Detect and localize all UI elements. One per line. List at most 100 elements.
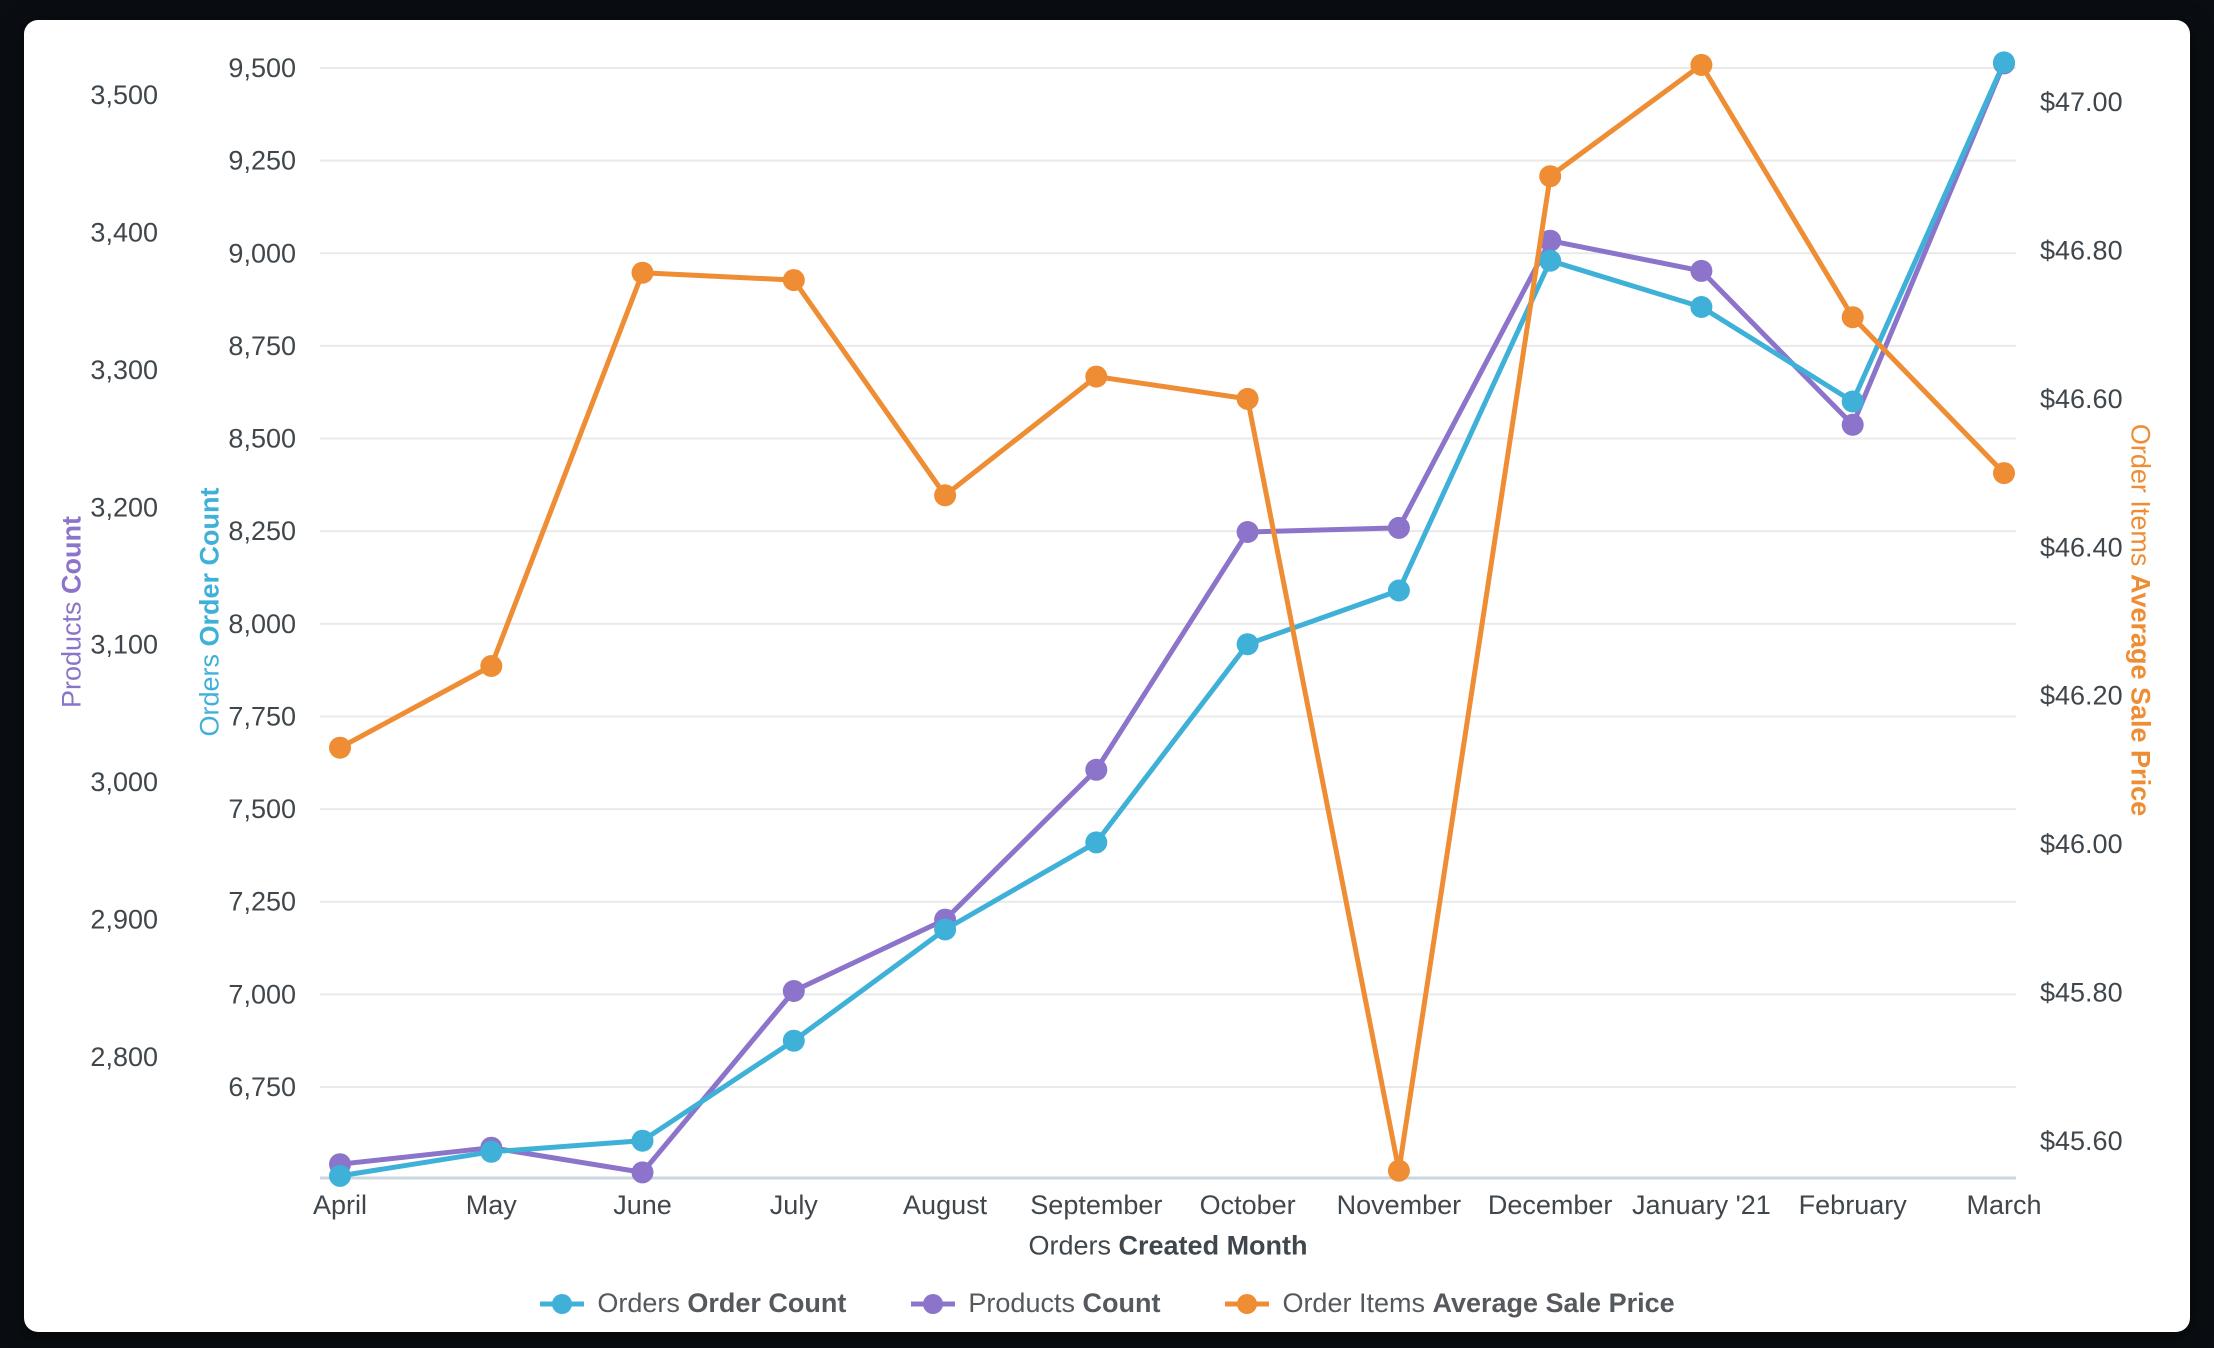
data-point-orders-order-count[interactable] [480, 1140, 503, 1163]
data-point-order-items-average-sale-price[interactable] [1085, 365, 1108, 388]
price-tick-label: $45.60 [2040, 1126, 2123, 1156]
data-point-orders-order-count[interactable] [1387, 579, 1410, 602]
data-point-order-items-average-sale-price[interactable] [1539, 165, 1562, 188]
products-tick-label: 3,200 [90, 492, 158, 522]
data-point-order-items-average-sale-price[interactable] [1387, 1159, 1410, 1182]
legend-marker-icon [911, 1293, 956, 1314]
data-point-orders-order-count[interactable] [1236, 633, 1259, 656]
products-tick-labels: 2,800 2,900 3,000 3,100 3,200 3,300 3,400 3,500 [90, 80, 158, 1072]
x-tick-label: August [903, 1190, 988, 1220]
legend-item-orders-order-count[interactable]: Orders Order Count [539, 1288, 846, 1319]
data-point-products-count[interactable] [1690, 259, 1713, 282]
axis-title-text: Products [56, 601, 87, 709]
data-point-orders-order-count[interactable] [1539, 249, 1562, 272]
x-tick-label: February [1799, 1190, 1908, 1220]
data-point-order-items-average-sale-price[interactable] [631, 261, 654, 284]
axis-title-text: Orders [194, 653, 225, 737]
legend-label: Products Count [968, 1288, 1161, 1318]
legend-marker-icon [1225, 1293, 1270, 1314]
products-axis-title: Products Count [57, 516, 88, 708]
legend-marker-icon [540, 1293, 585, 1314]
data-point-order-items-average-sale-price[interactable] [1690, 53, 1713, 76]
x-tick-label: December [1488, 1190, 1613, 1220]
price-tick-label: $46.20 [2040, 681, 2123, 711]
data-point-order-items-average-sale-price[interactable] [1841, 306, 1864, 329]
x-tick-label: November [1337, 1190, 1462, 1220]
data-point-orders-order-count[interactable] [631, 1129, 654, 1152]
series-line-order-items-average-sale-price [337, 62, 2007, 1174]
price-axis-title: Order Items Average Sale Price [2125, 424, 2156, 816]
orders-tick-label: 8,000 [228, 609, 296, 639]
axis-title-text: Order Items [2125, 423, 2156, 567]
data-point-order-items-average-sale-price[interactable] [782, 269, 805, 292]
data-point-orders-order-count[interactable] [329, 1164, 351, 1187]
x-tick-labels: April May June July August September October No… [313, 1190, 2041, 1220]
orders-tick-label: 6,750 [228, 1072, 296, 1102]
legend-label: Orders Order Count [597, 1288, 847, 1318]
data-point-orders-order-count[interactable] [1841, 390, 1864, 413]
orders-tick-label: 8,500 [228, 424, 296, 454]
x-tick-label: March [1966, 1190, 2041, 1220]
legend-label: Order Items Average Sale Price [1282, 1288, 1675, 1318]
orders-tick-label: 8,250 [228, 516, 296, 546]
data-point-order-items-average-sale-price[interactable] [1993, 462, 2015, 485]
data-point-orders-order-count[interactable] [1690, 296, 1713, 318]
chart-card [24, 20, 2190, 1332]
data-point-orders-order-count[interactable] [1993, 51, 2015, 74]
data-point-products-count[interactable] [631, 1161, 654, 1184]
orders-tick-label: 7,000 [228, 979, 296, 1009]
orders-tick-label: 7,500 [228, 794, 296, 824]
legend-item-order-items-average-sale-price[interactable]: Order Items Average Sale Price [1224, 1288, 1675, 1319]
series-products-count [329, 52, 2015, 1184]
data-point-orders-order-count[interactable] [1085, 831, 1108, 854]
data-point-products-count[interactable] [1387, 516, 1410, 539]
data-point-products-count[interactable] [1236, 521, 1259, 543]
price-tick-labels: $45.60 $45.80 $46.00 $46.20 $46.40 $46.60 $46.… [2040, 87, 2123, 1156]
orders-tick-label: 9,250 [228, 146, 296, 176]
orders-axis-title: Orders Order Count [195, 487, 226, 736]
x-tick-label: October [1200, 1190, 1296, 1220]
orders-tick-label: 9,000 [228, 238, 296, 268]
data-point-order-items-average-sale-price[interactable] [329, 736, 351, 759]
price-tick-label: $46.60 [2040, 384, 2123, 414]
axis-title-text-bold: Order Count [194, 487, 225, 647]
products-tick-label: 3,000 [90, 767, 158, 797]
x-tick-label: January '21 [1632, 1190, 1771, 1220]
data-point-order-items-average-sale-price[interactable] [934, 484, 957, 507]
x-tick-label: July [770, 1190, 819, 1220]
data-point-products-count[interactable] [1539, 229, 1562, 252]
data-point-order-items-average-sale-price[interactable] [1236, 387, 1259, 410]
x-tick-label: June [613, 1190, 672, 1220]
orders-tick-label: 8,750 [228, 331, 296, 361]
data-point-products-count[interactable] [1085, 758, 1108, 781]
orders-tick-label: 7,750 [228, 701, 296, 731]
products-tick-label: 3,100 [90, 630, 158, 660]
price-tick-label: $47.00 [2040, 87, 2123, 117]
axis-title-text: Orders [1028, 1230, 1112, 1261]
legend-item-products-count[interactable]: Products Count [910, 1288, 1160, 1319]
x-tick-label: April [313, 1190, 367, 1220]
axis-title-text-bold: Created Month [1118, 1230, 1308, 1261]
products-tick-label: 2,900 [90, 905, 158, 935]
price-tick-label: $46.00 [2040, 829, 2123, 859]
axis-title-text-bold: Average Sale Price [2125, 573, 2156, 817]
orders-tick-labels: 6,750 7,000 7,250 7,500 7,750 8,000 8,250 8,500… [228, 53, 296, 1102]
products-tick-label: 3,400 [90, 217, 158, 247]
data-point-order-items-average-sale-price[interactable] [480, 655, 503, 677]
products-tick-label: 3,300 [90, 355, 158, 385]
price-tick-label: $46.80 [2040, 235, 2123, 265]
series-line-products-count [337, 60, 2007, 1175]
orders-tick-label: 9,500 [228, 53, 296, 83]
data-point-orders-order-count[interactable] [782, 1029, 805, 1052]
price-tick-label: $46.40 [2040, 532, 2123, 562]
legend: Orders Order Count Products Count Order It… [0, 1288, 2214, 1319]
price-tick-label: $45.80 [2040, 978, 2123, 1008]
x-tick-label: May [466, 1190, 518, 1220]
data-point-orders-order-count[interactable] [934, 918, 957, 941]
gridlines [320, 67, 2016, 1088]
data-point-products-count[interactable] [782, 980, 805, 1002]
x-axis-title: Orders Created Month [1028, 1231, 1307, 1262]
series-orders-order-count [329, 51, 2015, 1187]
data-point-products-count[interactable] [1841, 413, 1864, 436]
